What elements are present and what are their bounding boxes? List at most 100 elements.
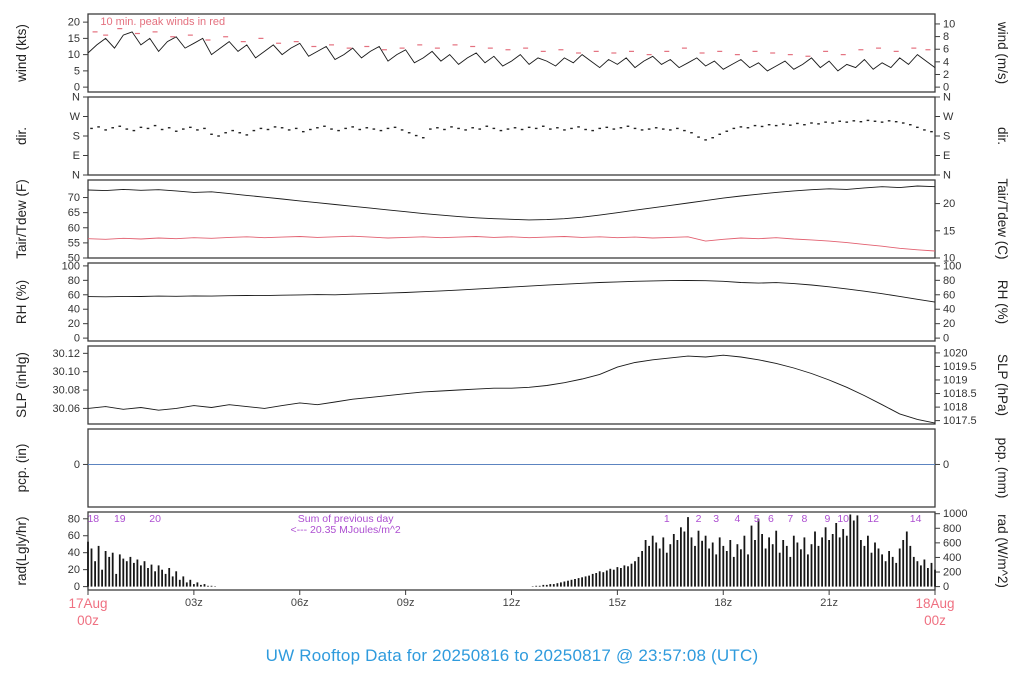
ylabel-left-dir: dir. [14, 127, 29, 145]
series-radiation-day [531, 514, 936, 587]
series-tdew [87, 235, 936, 252]
tick-label-left: 60 [68, 289, 80, 301]
ylabel-left-temp: Tair/Tdew (F) [14, 179, 29, 259]
tick-label-left: 30.08 [52, 385, 80, 397]
tick-label-right: 0 [943, 459, 949, 471]
x-tick-label: 06z [291, 597, 309, 609]
tick-label-right: 1019 [943, 374, 967, 386]
tick-label-right: 0 [943, 333, 949, 345]
tick-label-right: S [943, 131, 950, 143]
tick-label-right: N [943, 170, 951, 182]
ylabel-right-rh: RH (%) [995, 280, 1010, 324]
ylabel-left-wind: wind (kts) [14, 24, 29, 83]
tick-label-right: 4 [943, 56, 949, 68]
panel-annotation: 4 [734, 513, 740, 525]
tick-label-left: 30.06 [52, 403, 80, 415]
tick-label-left: 80 [68, 513, 80, 525]
panel-annotation: 12 [867, 513, 879, 525]
tick-label-right: 600 [943, 537, 961, 549]
panel-annotation: 3 [713, 513, 719, 525]
x-tick-label: 15z [609, 597, 627, 609]
panel-annotation: 6 [768, 513, 774, 525]
tick-label-left: 30.12 [52, 348, 80, 360]
tick-label-right: 8 [943, 31, 949, 43]
panel-frame [87, 345, 936, 425]
x-tick-label: 18z [714, 597, 732, 609]
ylabel-left-rad: rad(Lgly/hr) [14, 516, 29, 585]
tick-label-left: 20 [68, 318, 80, 330]
tick-label-left: 0 [74, 459, 80, 471]
panel-annotation: 7 [787, 513, 793, 525]
ylabel-right-wind: wind (m/s) [995, 21, 1010, 84]
panel-annotation: 9 [824, 513, 830, 525]
x-end-date-label: 00z [924, 613, 946, 628]
panel-annotation: Sum of previous day [298, 513, 394, 525]
tick-label-left: N [72, 170, 80, 182]
ylabel-left-pcp: pcp. (in) [14, 444, 29, 493]
tick-label-right: 10 [943, 253, 955, 265]
figure-title: UW Rooftop Data for 20250816 to 20250817… [265, 646, 759, 665]
tick-label-left: 30.10 [52, 366, 80, 378]
x-tick-label: 03z [185, 597, 203, 609]
tick-label-right: 100 [943, 260, 961, 272]
panel-rh: 0 20 40 60 80 100 0 20 40 60 80 100 [62, 260, 962, 344]
tick-label-right: 1000 [943, 508, 967, 520]
tick-label-right: W [943, 111, 954, 123]
tick-label-right: 10 [943, 18, 955, 30]
x-start-date-label: 17Aug [68, 596, 107, 611]
ylabel-right-temp: Tair/Tdew (C) [995, 178, 1010, 259]
tick-label-right: 1018.5 [943, 388, 977, 400]
tick-label-right: 1020 [943, 347, 967, 359]
x-axis: 03z 06z 09z 12z 15z 18z 21z 17Aug 00z 18Aug 00z [68, 590, 955, 628]
tick-label-left: 65 [68, 207, 80, 219]
tick-label-left: W [70, 111, 81, 123]
ylabel-right-dir: dir. [995, 127, 1010, 145]
tick-label-right: 6 [943, 44, 949, 56]
x-start-date-label: 00z [77, 613, 99, 628]
series-relative-humidity [87, 280, 936, 303]
ylabel-right-rad: rad (W/m^2) [995, 514, 1010, 588]
series-tair [87, 185, 936, 221]
series-wind-direction [90, 119, 933, 141]
tick-label-right: 20 [943, 318, 955, 330]
panel-temp: 50 55 60 65 70 10 15 20 [68, 179, 955, 265]
tick-label-left: 5 [74, 65, 80, 77]
tick-label-right: 15 [943, 225, 955, 237]
tick-label-left: N [72, 92, 80, 104]
panel-annotation: 8 [801, 513, 807, 525]
tick-label-right: 60 [943, 289, 955, 301]
series-radiation-evening [87, 541, 217, 587]
tick-label-right: 800 [943, 523, 961, 535]
panel-annotation: 10 [837, 513, 849, 525]
panel-frame [87, 428, 936, 508]
tick-label-right: E [943, 150, 950, 162]
tick-label-right: 400 [943, 552, 961, 564]
panel-frame [87, 179, 936, 259]
panel-annotation: 10 min. peak winds in red [100, 16, 225, 28]
tick-label-left: 15 [68, 33, 80, 45]
tick-label-left: 60 [68, 222, 80, 234]
tick-label-left: 20 [68, 564, 80, 576]
tick-label-right: 0 [943, 581, 949, 593]
ylabel-right-slp: SLP (hPa) [995, 354, 1010, 416]
tick-label-right: 1019.5 [943, 361, 977, 373]
panel-frame [87, 262, 936, 342]
panel-annotation: 1 [664, 513, 670, 525]
series-peak-wind [92, 28, 931, 57]
tick-label-left: 40 [68, 547, 80, 559]
panel-frame [87, 96, 936, 176]
tick-label-right: 20 [943, 198, 955, 210]
tick-label-left: 55 [68, 237, 80, 249]
series-sea-level-pressure [87, 354, 936, 424]
panel-annotation: 19 [114, 513, 126, 525]
tick-label-right: 80 [943, 275, 955, 287]
tick-label-right: 1018 [943, 402, 967, 414]
x-end-date-label: 18Aug [915, 596, 954, 611]
tick-label-left: E [73, 150, 80, 162]
tick-label-right: N [943, 92, 951, 104]
